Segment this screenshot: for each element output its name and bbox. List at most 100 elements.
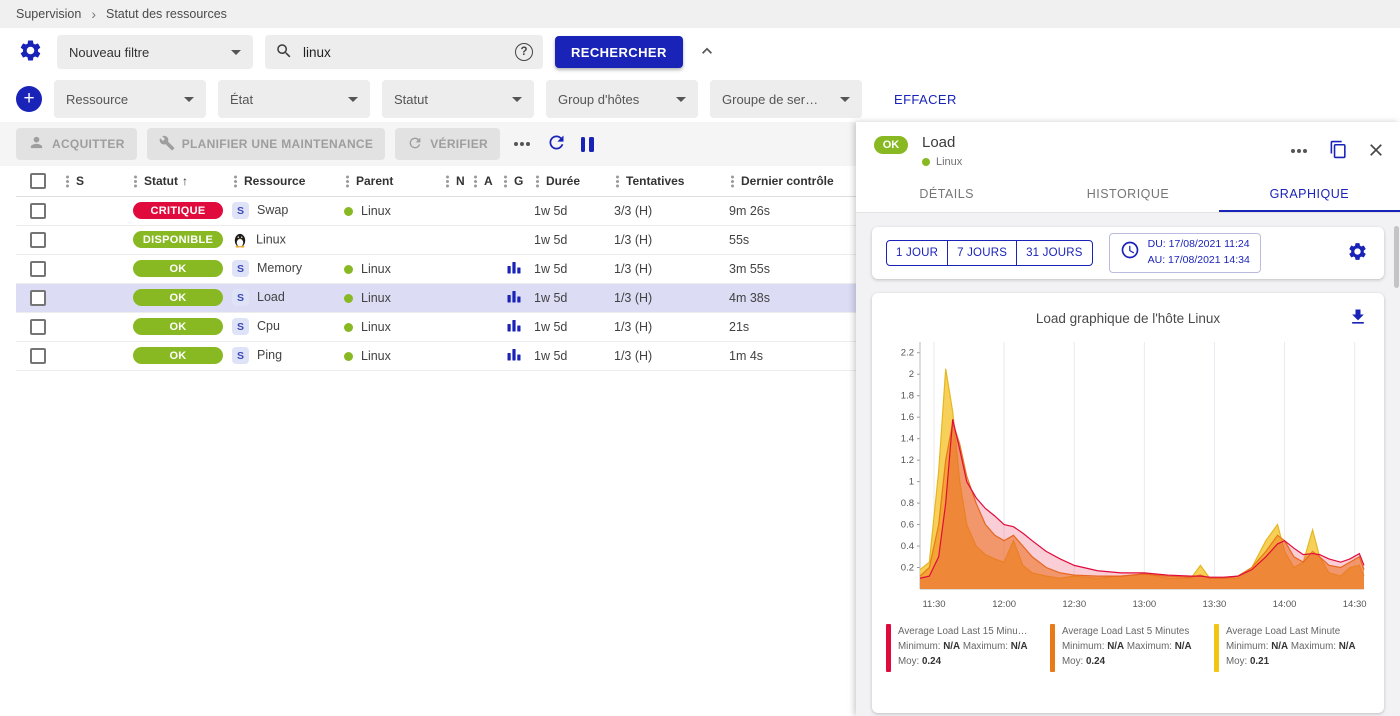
column-header-ressource[interactable]: Ressource <box>228 166 340 197</box>
table-row[interactable]: OK S Cpu Linux 1w 5d 1/3 (H) 21s <box>16 312 856 342</box>
graph-cell[interactable] <box>498 341 530 371</box>
parent-cell[interactable]: Linux <box>340 283 440 313</box>
load-graph[interactable]: 11:30 12:00 12:30 13:00 13:30 14:00 14:30 0.2 0.… <box>882 330 1374 615</box>
refresh-button[interactable] <box>544 130 569 158</box>
filter-settings-button[interactable] <box>16 36 45 68</box>
criteria-resource[interactable]: Ressource <box>54 80 206 118</box>
table-row[interactable]: CRITIQUE S Swap Linux 1w 5d 3/3 (H) 9m 26… <box>16 196 856 226</box>
row-checkbox[interactable] <box>30 202 46 219</box>
panel-scrollbar[interactable] <box>1394 226 1399 288</box>
parent-cell[interactable]: Linux <box>340 341 440 371</box>
close-panel-button[interactable] <box>1366 140 1386 163</box>
table-row[interactable]: OK S Ping Linux 1w 5d 1/3 (H) 1m 4s <box>16 341 856 371</box>
criteria-hostgroup[interactable]: Group d'hôtes <box>546 80 698 118</box>
resource-name[interactable]: Linux <box>256 231 286 246</box>
help-icon[interactable]: ? <box>515 43 533 61</box>
column-header-n[interactable]: N <box>440 166 468 197</box>
column-header-a[interactable]: A <box>468 166 498 197</box>
graph-icon[interactable] <box>507 260 521 274</box>
acknowledge-button[interactable]: ACQUITTER <box>16 128 137 160</box>
panel-host-name[interactable]: Linux <box>936 156 963 168</box>
range-31-days-button[interactable]: 31 JOURS <box>1016 240 1093 266</box>
table-row[interactable]: DISPONIBLE Linux 1w 5d 1/3 (H) 55s <box>16 225 856 255</box>
breadcrumb-statut-des-ressources[interactable]: Statut des ressources <box>106 7 227 21</box>
search-input[interactable] <box>301 43 507 61</box>
column-header-parent[interactable]: Parent <box>340 166 440 197</box>
resource-name[interactable]: Memory <box>257 260 303 275</box>
clear-filters-button[interactable]: EFFACER <box>888 91 963 108</box>
resource-cell[interactable]: S Load <box>228 283 340 313</box>
resource-cell[interactable]: S Memory <box>228 254 340 284</box>
drag-handle-icon[interactable] <box>504 180 507 184</box>
row-checkbox[interactable] <box>30 347 46 364</box>
check-button[interactable]: VÉRIFIER <box>395 128 500 160</box>
row-checkbox[interactable] <box>30 318 46 335</box>
row-checkbox[interactable] <box>30 260 46 277</box>
graph-cell[interactable] <box>498 312 530 342</box>
criteria-servicegroup[interactable]: Groupe de ser… <box>710 80 862 118</box>
legend-item-load1[interactable]: Average Load Last Minute Minimum: N/A Ma… <box>1214 624 1370 672</box>
column-header-tentatives[interactable]: Tentatives <box>610 166 725 197</box>
parent-cell[interactable] <box>340 225 440 255</box>
parent-cell[interactable]: Linux <box>340 312 440 342</box>
criteria-etat[interactable]: État <box>218 80 370 118</box>
resource-cell[interactable]: S Swap <box>228 196 340 226</box>
graph-icon[interactable] <box>507 347 521 361</box>
table-row[interactable]: OK S Memory Linux 1w 5d 1/3 (H) 3m 55s <box>16 254 856 284</box>
graph-cell[interactable] <box>498 283 530 313</box>
select-all-checkbox[interactable] <box>30 172 46 189</box>
resource-name[interactable]: Swap <box>257 202 289 217</box>
resource-name[interactable]: Ping <box>257 347 283 362</box>
legend-item-load15[interactable]: Average Load Last 15 Minu… Minimum: N/A … <box>886 624 1042 672</box>
drag-handle-icon[interactable] <box>346 180 349 184</box>
resource-cell[interactable]: Linux <box>228 225 340 255</box>
legend-item-load5[interactable]: Average Load Last 5 Minutes Minimum: N/A… <box>1050 624 1206 672</box>
column-header-duree[interactable]: Durée <box>530 166 610 197</box>
resource-name[interactable]: Load <box>257 289 285 304</box>
graph-cell[interactable] <box>498 254 530 284</box>
tab-graphique[interactable]: GRAPHIQUE <box>1218 176 1400 212</box>
column-header-g[interactable]: G <box>498 166 530 197</box>
drag-handle-icon[interactable] <box>536 180 539 184</box>
row-checkbox[interactable] <box>30 289 46 306</box>
collapse-filters-button[interactable] <box>695 39 719 66</box>
drag-handle-icon[interactable] <box>616 180 619 184</box>
criteria-statut[interactable]: Statut <box>382 80 534 118</box>
resource-cell[interactable]: S Ping <box>228 341 340 371</box>
pause-refresh-button[interactable] <box>579 135 596 154</box>
tab-historique[interactable]: HISTORIQUE <box>1086 187 1170 201</box>
drag-handle-icon[interactable] <box>134 180 137 184</box>
graph-icon[interactable] <box>507 318 521 332</box>
search-box[interactable]: ? <box>265 35 543 69</box>
range-1-day-button[interactable]: 1 JOUR <box>886 240 949 266</box>
sort-asc-icon[interactable]: ↑ <box>182 173 188 188</box>
tab-details[interactable]: DÉTAILS <box>919 187 974 201</box>
table-row[interactable]: OK S Load Linux 1w 5d 1/3 (H) 4m 38s <box>16 283 856 313</box>
search-button[interactable]: RECHERCHER <box>555 36 683 68</box>
resource-name[interactable]: Cpu <box>257 318 280 333</box>
add-criteria-button[interactable]: + <box>16 86 42 112</box>
resource-cell[interactable]: S Cpu <box>228 312 340 342</box>
drag-handle-icon[interactable] <box>234 180 237 184</box>
panel-more-button[interactable] <box>1287 143 1311 159</box>
filter-preset-select[interactable]: Nouveau filtre <box>57 35 253 69</box>
graph-icon[interactable] <box>507 289 521 303</box>
column-header-statut[interactable]: Statut ↑ <box>128 166 228 197</box>
parent-cell[interactable]: Linux <box>340 196 440 226</box>
drag-handle-icon[interactable] <box>474 180 477 184</box>
parent-cell[interactable]: Linux <box>340 254 440 284</box>
graph-settings-button[interactable] <box>1345 239 1370 267</box>
breadcrumb-supervision[interactable]: Supervision <box>16 7 82 21</box>
drag-handle-icon[interactable] <box>446 180 449 184</box>
row-checkbox[interactable] <box>30 231 46 248</box>
column-header-dernier-controle[interactable]: Dernier contrôle <box>725 166 856 197</box>
downtime-button[interactable]: PLANIFIER UNE MAINTENANCE <box>146 128 386 160</box>
drag-handle-icon[interactable] <box>66 180 69 184</box>
export-graph-button[interactable] <box>1346 305 1370 332</box>
copy-link-button[interactable] <box>1327 138 1350 164</box>
column-header-s[interactable]: S <box>60 166 128 197</box>
more-actions-button[interactable] <box>510 136 534 152</box>
custom-period-selector[interactable]: DU: 17/08/2021 11:24 AU: 17/08/2021 14:3… <box>1108 233 1261 273</box>
drag-handle-icon[interactable] <box>731 180 734 184</box>
range-7-days-button[interactable]: 7 JOURS <box>947 240 1018 266</box>
